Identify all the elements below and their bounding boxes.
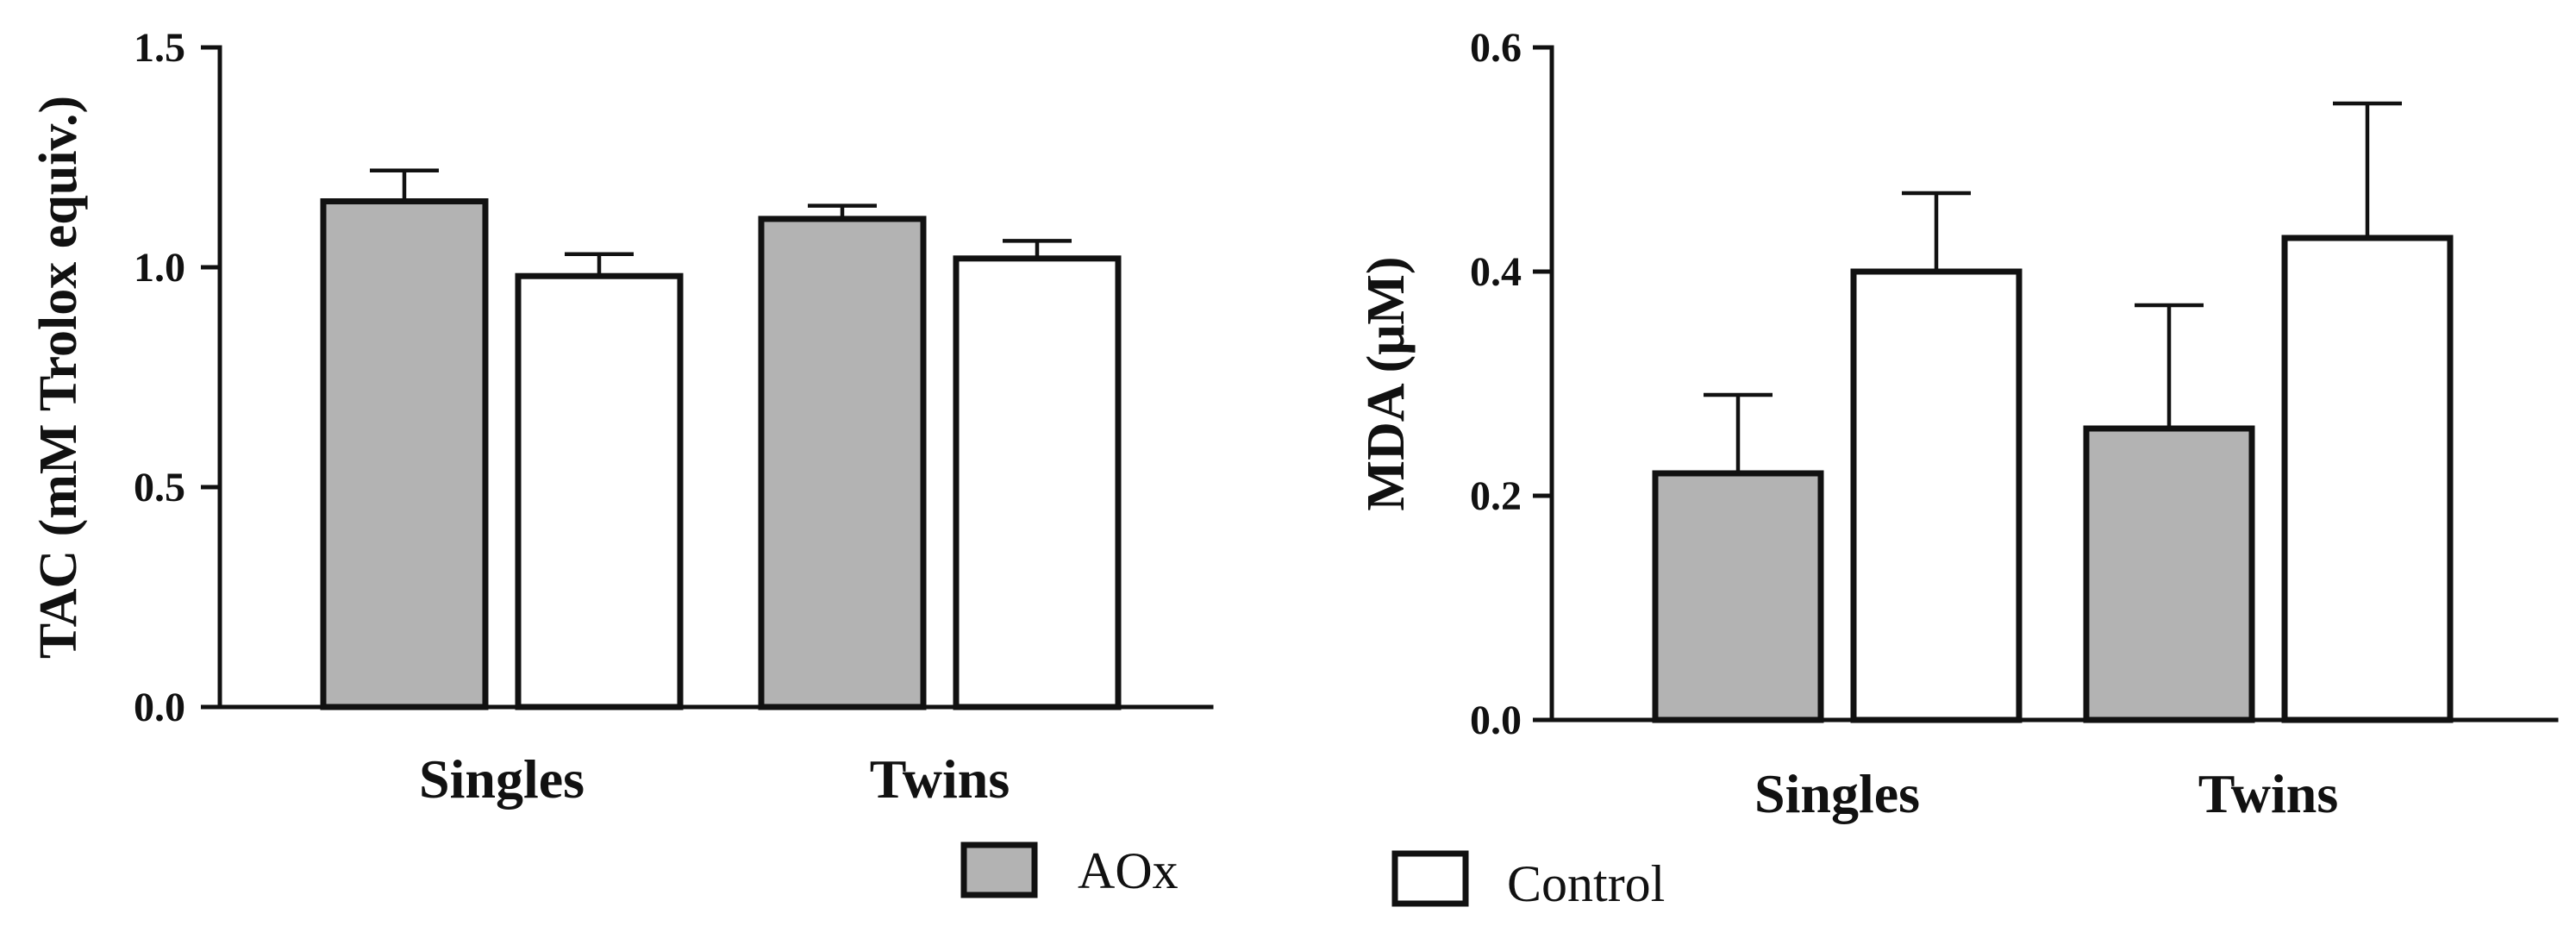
mda-y-tick-label: 0.6 [1470,25,1522,71]
tac-y-tick-label: 0.0 [134,685,185,730]
mda-errorbar-singles-control [1902,191,1971,272]
mda-y-tick-label: 0.4 [1470,249,1522,295]
mda-y-axis-title: MDA (μM) [1357,256,1416,510]
tac-y-axis-title: TAC (mM Trolox equiv.) [29,96,88,659]
tac-errorbar-singles-control [565,252,634,277]
mda-category-label: Singles [1754,763,1920,824]
mda-bar-twins-aox [2083,425,2255,723]
legend-label-aox: AOx [1078,842,1179,899]
tac-category-label: Twins [870,748,1010,810]
mda-y-tick-label: 0.0 [1470,698,1522,743]
mda-bar-singles-aox [1652,470,1824,723]
tac-y-tick-label: 1.5 [134,25,185,71]
tac-errorbar-twins-aox [808,203,877,219]
tac-category-label: Singles [419,748,585,810]
legend-label-control: Control [1507,855,1665,912]
mda-errorbar-singles-aox [1704,392,1773,473]
tac-errorbar-singles-aox [370,168,439,202]
legend: AOx Control [960,842,1665,912]
tac-bar-twins-aox [758,216,927,710]
tac-chart: Singles Twins 0.0 0.5 1.0 1.5 TAC (mM Trolox e… [29,25,1214,810]
mda-errorbar-twins-control [2333,101,2402,238]
mda-chart: Singles Twins 0.0 0.2 0.4 0.6 MDA (μM) [1357,25,2559,824]
mda-bar-singles-control [1850,268,2023,723]
tac-bar-singles-control [515,272,684,710]
tac-errorbar-twins-control [1003,239,1072,259]
mda-y-tick-label: 0.2 [1470,473,1522,519]
mda-errorbar-twins-aox [2135,303,2204,429]
tac-y-tick-label: 0.5 [134,465,185,510]
mda-bar-twins-control [2281,235,2454,723]
legend-swatch-aox [960,842,1038,898]
tac-bar-singles-aox [320,198,489,710]
tac-bar-twins-control [953,255,1122,710]
mda-category-label: Twins [2198,763,2338,824]
tac-y-tick-label: 1.0 [134,245,185,291]
legend-swatch-control [1391,850,1469,907]
